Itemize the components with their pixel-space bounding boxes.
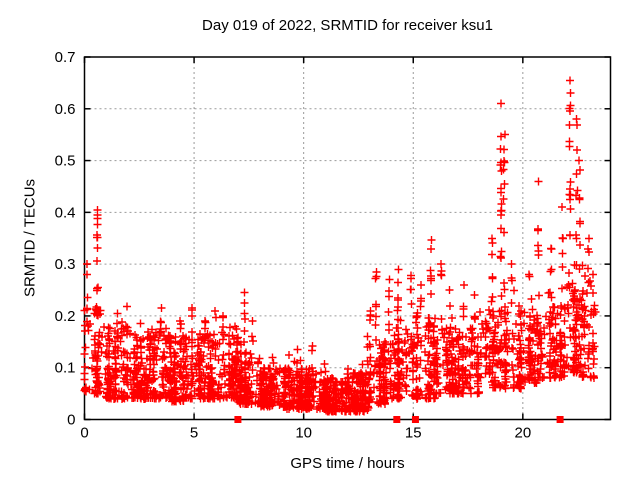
y-tick-label: 0.6	[55, 101, 76, 118]
event-square-marker	[556, 416, 564, 423]
y-tick-label: 0.7	[55, 49, 76, 66]
y-tick-label: 0.5	[55, 153, 76, 170]
x-tick-label: 15	[405, 425, 422, 442]
y-tick-label: 0	[67, 412, 75, 429]
event-square-marker	[234, 416, 242, 423]
chart-title: Day 019 of 2022, SRMTID for receiver ksu…	[202, 17, 493, 34]
axis-border	[83, 56, 612, 421]
y-tick-label: 0.3	[55, 256, 76, 273]
scatter-points	[80, 76, 600, 416]
x-tick-label: 10	[295, 425, 312, 442]
y-tick-label: 0.4	[55, 204, 76, 221]
event-square-marker	[411, 416, 419, 423]
y-tick-label: 0.2	[55, 308, 76, 325]
y-tick-label: 0.1	[55, 360, 76, 377]
x-tick-label: 5	[190, 425, 198, 442]
x-tick-label: 20	[514, 425, 531, 442]
x-tick-label: 0	[80, 425, 88, 442]
event-square-marker	[393, 416, 401, 423]
x-axis-label: GPS time / hours	[290, 455, 405, 472]
